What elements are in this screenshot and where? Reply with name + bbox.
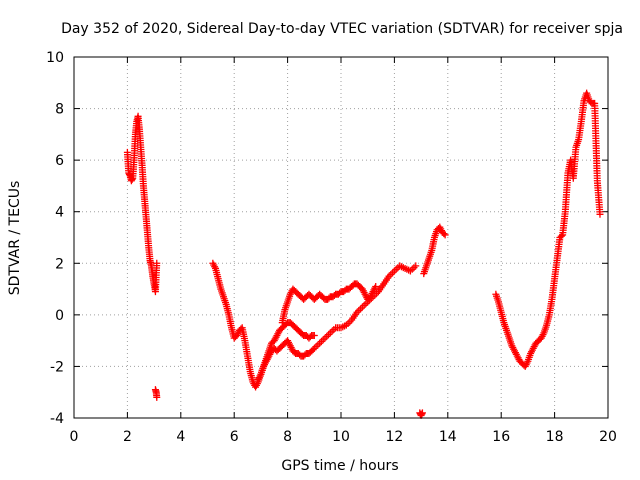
data-point [418, 409, 426, 417]
series-seg6 [416, 409, 426, 419]
x-tick-label: 2 [123, 429, 132, 445]
data-point [321, 334, 329, 342]
data-point-interp [317, 338, 325, 346]
plot-frame [73, 56, 609, 419]
data-point-interp [387, 270, 395, 278]
data-point-interp [325, 331, 333, 339]
data-point-interp [418, 410, 426, 418]
data-point-interp [408, 265, 416, 273]
y-tick-label: 10 [46, 50, 64, 66]
data-point-interp [557, 232, 565, 240]
y-tick-label: 8 [55, 102, 64, 118]
data-point [153, 393, 161, 401]
axis-ticks: 0 2 4 6 8 10 12 14 16 18 20 -4 -2 0 2 4 6 8 10 [46, 50, 617, 445]
data-point-interp [323, 332, 331, 340]
y-tick-label: 2 [55, 256, 64, 272]
data-point-interp [362, 300, 370, 308]
series-seg2 [151, 386, 161, 401]
x-tick-label: 14 [439, 429, 457, 445]
series-seg4 [254, 319, 318, 383]
y-tick-label: -2 [50, 359, 64, 375]
x-axis-label: GPS time / hours [281, 458, 398, 474]
data-point-interp [328, 327, 336, 335]
x-tick-label: 6 [230, 429, 239, 445]
series-seg7 [420, 223, 449, 278]
y-axis-label: SDTVAR / TECUs [7, 181, 23, 296]
data-point-interp [389, 269, 397, 277]
data-point-interp [355, 307, 363, 315]
data-point [412, 262, 420, 270]
data-point-interp [346, 318, 354, 326]
data-point [153, 259, 161, 267]
data-point [441, 231, 449, 239]
y-tick-label: -4 [50, 411, 64, 427]
data-point [390, 267, 398, 275]
data-point [310, 331, 318, 339]
data-point-interp [309, 346, 317, 354]
data-point-interp [314, 341, 322, 349]
data-point-interp [330, 325, 338, 333]
data-point-interp [440, 230, 448, 238]
x-tick-label: 4 [176, 429, 185, 445]
data-point [372, 282, 380, 290]
data-point [358, 303, 366, 311]
data-point [326, 329, 334, 337]
data-point-interp [319, 336, 327, 344]
y-tick-label: 0 [55, 308, 64, 324]
x-tick-label: 10 [332, 429, 350, 445]
x-tick-label: 18 [546, 429, 564, 445]
data-point [596, 210, 604, 218]
x-tick-label: 0 [70, 429, 79, 445]
x-tick-label: 20 [599, 429, 617, 445]
x-tick-label: 12 [385, 429, 403, 445]
data-point [316, 339, 324, 347]
data-point-interp [360, 301, 368, 309]
x-tick-label: 16 [492, 429, 510, 445]
chart-title: Day 352 of 2020, Sidereal Day-to-day VTE… [61, 21, 623, 37]
x-tick-label: 8 [283, 429, 292, 445]
data-points [123, 89, 604, 419]
data-point-interp [339, 323, 347, 331]
series-seg3 [209, 259, 420, 391]
y-tick-label: 4 [55, 205, 64, 221]
grid-lines [74, 57, 608, 418]
series-seg8 [492, 89, 604, 370]
y-tick-label: 6 [55, 153, 64, 169]
series-seg1 [123, 112, 161, 296]
data-point-interp [357, 305, 365, 313]
data-point-interp [128, 175, 136, 183]
series-seg5 [278, 280, 380, 327]
